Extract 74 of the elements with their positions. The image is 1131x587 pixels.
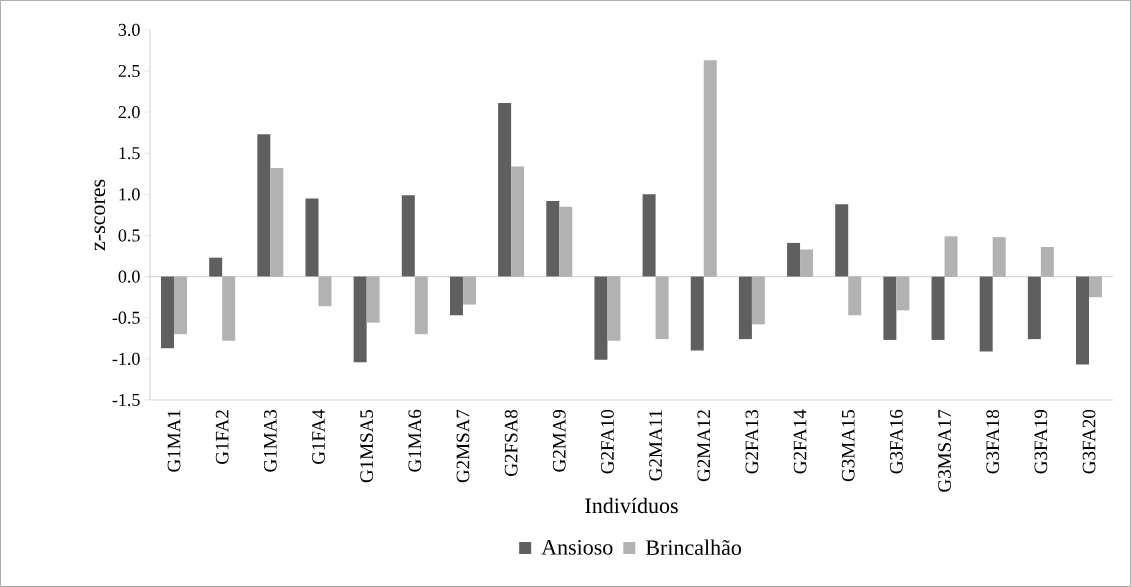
bar [655,276,669,340]
y-tick-label: -1.5 [112,393,140,407]
x-tick-label: G3MA15 [841,409,855,482]
x-tick-label: G2MSA7 [456,409,470,483]
bar [462,276,476,305]
x-tick-label: G1MA6 [408,409,422,472]
x-tick-label: G3FA18 [986,409,1000,474]
y-tick-label: 0.0 [118,270,140,283]
bar [366,276,380,323]
y-axis-title: z-scores [94,179,106,251]
bar [848,276,862,316]
bar [161,276,175,349]
bar [353,276,367,363]
bar [800,249,814,277]
bar [992,237,1006,277]
bar [305,198,319,277]
legend-label: Brincalhão [645,539,742,556]
y-tick-label: 1.5 [119,147,140,160]
bar [559,206,573,277]
y-tick-label: -0.5 [112,311,140,324]
bar [270,168,284,277]
x-tick-label: G3FA20 [1082,409,1096,474]
bar [449,276,463,316]
x-tick-label: G1FA2 [215,410,229,465]
x-tick-label: G2FA14 [793,409,807,474]
legend-label: Ansioso [541,539,613,555]
x-tick-label: G2MA9 [552,410,566,472]
y-tick-label: 1.0 [119,188,140,201]
bar [1027,276,1041,340]
bar [174,276,188,335]
x-tick-label: G3FA19 [1034,410,1048,474]
x-tick-label: G2FSA8 [504,409,518,477]
x-axis-title: Indivíduos [585,497,678,514]
bar [883,276,897,340]
bar [594,276,608,360]
y-tick-label: 2.5 [118,64,140,78]
bar [1040,247,1054,277]
bar [787,242,801,277]
bar [642,194,656,277]
bar [896,276,910,311]
x-tick-label: G1MSA5 [360,409,374,483]
bar [607,276,621,341]
x-tick-label: G3FA16 [890,409,903,474]
bar [690,276,704,351]
x-tick-label: G2MA12 [697,410,711,482]
x-tick-label: G1MA1 [167,410,181,472]
bar [1089,276,1103,298]
bar [1076,276,1090,365]
bar [222,276,236,341]
bar [318,276,332,307]
bar [209,257,223,277]
bar [931,276,945,340]
x-tick-label: G2MA11 [649,410,662,481]
bar [944,236,958,277]
y-tick-label: 0.5 [118,229,140,242]
y-tick-label: -1.0 [112,352,140,365]
x-tick-label: G2FA10 [601,409,614,474]
bar [738,276,752,340]
bar [979,276,993,352]
bar [257,134,271,277]
y-tick-label: 2.0 [118,106,140,119]
bar [401,195,415,277]
bar [835,204,849,277]
bar [546,201,560,277]
bar [751,276,765,325]
bar [498,103,512,277]
y-tick-label: 3.0 [118,23,140,37]
x-tick-label: G1FA4 [312,409,325,465]
x-tick-label: G1MA3 [263,409,277,472]
x-tick-label: G3MSA17 [938,409,951,492]
bar [414,276,428,335]
x-tick-label: G2FA13 [745,409,759,474]
bar [511,166,525,277]
bar [703,60,717,277]
